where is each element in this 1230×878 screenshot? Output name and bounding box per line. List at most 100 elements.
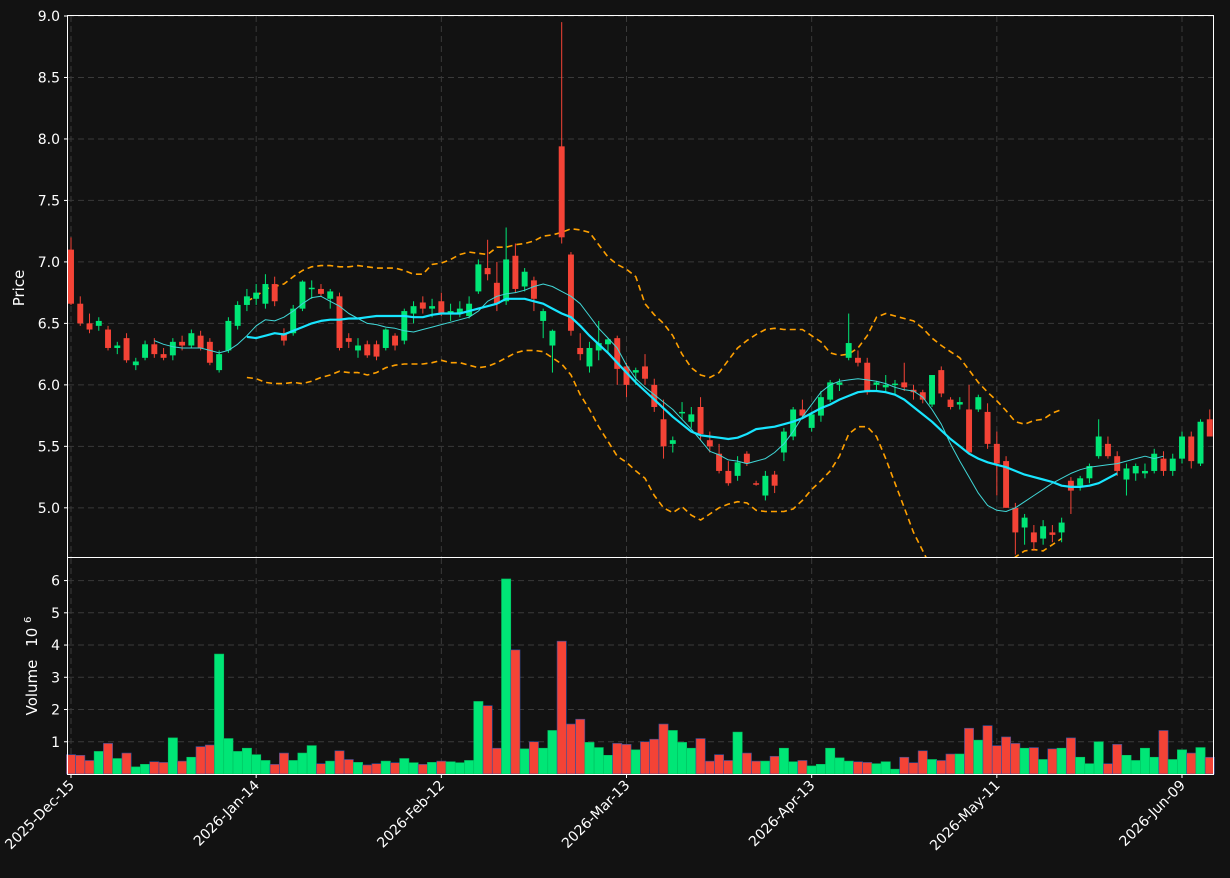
volume-bar: [1001, 736, 1012, 775]
candle-down: [86, 323, 93, 330]
volume-bar: [1177, 749, 1187, 775]
candle-down: [966, 409, 973, 453]
volume-bar: [1186, 752, 1197, 775]
candle-up: [142, 344, 149, 358]
candle-up: [456, 308, 463, 314]
candle-up: [1169, 458, 1176, 471]
candle-up: [845, 343, 852, 358]
candle-down: [512, 255, 519, 289]
volume-bar: [871, 763, 882, 775]
volume-bar: [566, 723, 576, 775]
candle-up: [299, 281, 306, 309]
candle-up: [808, 414, 815, 428]
volume-bar: [112, 758, 123, 775]
volume-bar: [491, 747, 502, 775]
volume-bar: [343, 759, 354, 775]
volume-bar: [417, 764, 428, 775]
candle-down: [706, 440, 713, 447]
volume-bar: [1149, 756, 1160, 775]
volume-bar: [908, 762, 919, 775]
volume-bar: [834, 757, 845, 775]
candle-down: [725, 470, 732, 484]
candle-down: [1067, 480, 1074, 491]
candle-up: [243, 296, 250, 305]
candle-up: [734, 462, 741, 476]
candle-up: [1086, 466, 1093, 479]
candle-down: [1160, 458, 1167, 471]
candle-up: [1132, 466, 1139, 474]
volume-grid: [68, 558, 1213, 774]
candle-down: [160, 354, 167, 358]
candle-up: [892, 383, 898, 386]
volume-axis-label: Volume 10 6: [23, 617, 41, 716]
volume-bar: [843, 760, 854, 775]
volume-bar: [334, 750, 345, 775]
moving-average-slow-line: [246, 297, 1118, 488]
volume-bar: [797, 760, 808, 775]
volume-bar: [1103, 763, 1113, 775]
volume-axis-label-exponent: 10: [23, 628, 41, 647]
candle-up: [1021, 517, 1028, 528]
candle-up: [975, 397, 982, 410]
candle-up: [1040, 526, 1047, 539]
candle-up: [586, 347, 593, 367]
volume-bar: [260, 760, 271, 775]
candle-down: [280, 333, 287, 341]
volume-bar: [1019, 747, 1030, 775]
volume-bar: [899, 756, 910, 775]
price-axis-label: Price: [10, 270, 28, 307]
candle-down: [938, 370, 945, 394]
candle-down: [697, 406, 704, 435]
candle-up: [669, 440, 676, 444]
candle-down: [614, 338, 621, 369]
volume-bar: [408, 762, 419, 775]
volume-bar: [1121, 755, 1132, 775]
volume-series: [66, 578, 1215, 775]
candle-up: [114, 345, 121, 348]
volume-bar: [279, 752, 289, 775]
candle-up: [790, 409, 797, 437]
volume-bar: [612, 743, 623, 775]
candle-down: [567, 254, 574, 331]
volume-bar: [177, 760, 188, 775]
volume-tick-label: 1: [51, 735, 60, 751]
volume-bar: [741, 752, 752, 775]
candle-down: [623, 366, 630, 385]
price-tick-label: 7.0: [38, 255, 60, 271]
volume-axis-label-power: 6: [23, 617, 34, 623]
candle-down: [68, 249, 74, 304]
volume-bar: [84, 760, 95, 775]
candle-up: [929, 375, 935, 405]
volume-bar: [167, 737, 178, 775]
candle-down: [558, 146, 565, 238]
candle-down: [1049, 532, 1056, 535]
candle-down: [864, 362, 871, 393]
candle-down: [373, 344, 380, 357]
volume-bar: [316, 763, 326, 775]
volume-bar: [482, 705, 493, 775]
volume-bar: [890, 768, 900, 775]
price-tick-label: 7.5: [38, 193, 60, 209]
volume-bar: [677, 742, 687, 775]
candle-down: [716, 453, 723, 471]
price-y-ticks: 5.0 5.5 6.0 6.5 7.0 7.5 8.0 8.5 9.0: [38, 9, 68, 517]
volume-bar: [649, 738, 660, 775]
price-tick-label: 6.5: [38, 316, 60, 332]
volume-bar: [186, 756, 197, 775]
candle-up: [1151, 453, 1158, 471]
volume-tick-label: 4: [51, 638, 60, 654]
volume-bar: [241, 747, 252, 775]
candle-up: [595, 343, 602, 351]
volume-bar: [704, 760, 715, 775]
volume-bar: [204, 744, 215, 775]
volume-bar: [232, 751, 243, 775]
volume-bar: [445, 761, 456, 775]
price-tick-label: 5.5: [38, 439, 60, 455]
candle-down: [1206, 419, 1213, 437]
candle-down: [336, 296, 343, 348]
candle-up: [827, 382, 834, 400]
volume-bar: [288, 760, 299, 775]
volume-bar: [806, 765, 817, 775]
price-tick-label: 9.0: [38, 9, 60, 25]
volume-bar: [927, 759, 937, 775]
